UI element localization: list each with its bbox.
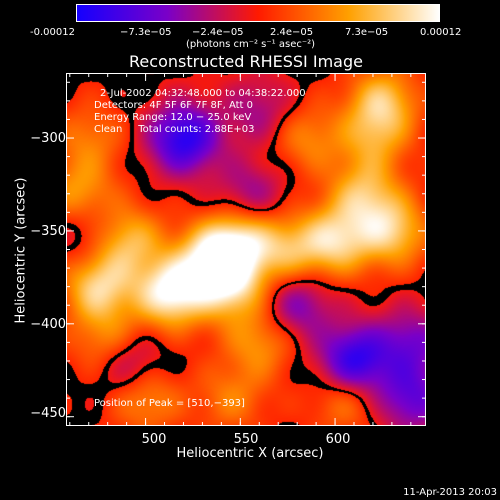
x-tick-label: 550 [233, 432, 259, 447]
plot-axes [66, 73, 426, 426]
colorbar-tick-label: 7.3e−05 [345, 27, 389, 38]
energy-range-text: Energy Range: 12.0 − 25.0 keV [94, 112, 252, 123]
y-tick-label: −400 [30, 317, 66, 332]
colorbar-units-label: (photons cm⁻² s⁻¹ asec⁻²) [186, 39, 316, 50]
colorbar [76, 4, 440, 22]
colorbar-tick-label: −2.4e−05 [192, 27, 244, 38]
timestamp: 11-Apr-2013 20:03 [403, 487, 497, 498]
heatmap-image [66, 73, 426, 426]
y-axis-label: Heliocentric Y (arcsec) [13, 177, 29, 324]
chart-title: Reconstructed RHESSI Image [129, 52, 363, 71]
clean-counts-text: Clean Total counts: 2.88E+03 [94, 124, 255, 135]
y-tick-label: −350 [30, 224, 66, 239]
x-tick-label: 500 [141, 432, 167, 447]
colorbar-tick-label: −7.3e−05 [120, 27, 172, 38]
peak-position-text: Position of Peak = [510,−393] [94, 398, 245, 409]
colorbar-tick-label: -0.00012 [30, 27, 75, 38]
x-tick-label: 600 [325, 432, 351, 447]
time-range-text: 2-Jul-2002 04:32:48.000 to 04:38:22.000 [100, 88, 306, 99]
colorbar-tick-label: 0.00012 [420, 27, 462, 38]
x-axis-label: Heliocentric X (arcsec) [176, 446, 324, 461]
y-tick-label: −300 [30, 131, 66, 146]
colorbar-tick-label: 2.4e−05 [270, 27, 314, 38]
detectors-text: Detectors: 4F 5F 6F 7F 8F, Att 0 [94, 100, 254, 111]
y-tick-label: −450 [30, 406, 66, 421]
